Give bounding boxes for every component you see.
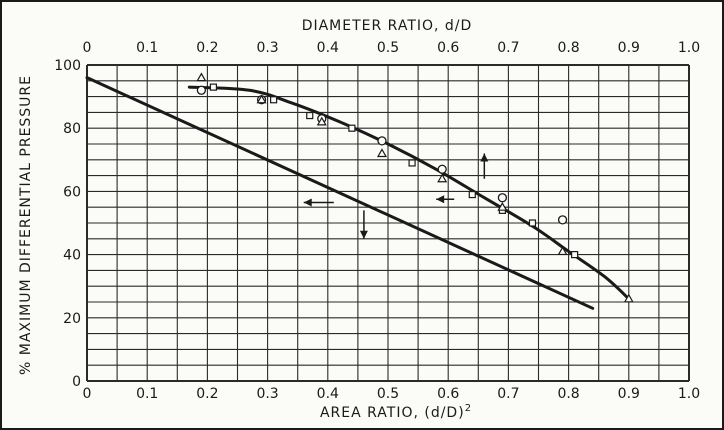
curves <box>85 76 631 310</box>
bottom-axis-title: AREA RATIO, (d/D)2 <box>320 403 472 421</box>
marker-square <box>571 251 579 259</box>
marker-triangle <box>623 293 634 303</box>
marker-circle <box>557 215 568 225</box>
bottom-tick-label: 0.2 <box>196 386 218 402</box>
top-axis-ticks: 0 0.1 0.2 0.3 0.4 0.5 0.6 0.7 0.8 0.9 1.0 <box>83 40 701 56</box>
grid <box>86 64 690 382</box>
top-tick-label: 0.9 <box>618 40 640 56</box>
bottom-tick-label: 0.3 <box>256 386 278 402</box>
y-axis-ticks: 0 20 40 60 80 100 <box>54 58 81 390</box>
markers <box>196 72 634 303</box>
bottom-tick-label: 0.1 <box>136 386 158 402</box>
top-axis-title: DIAMETER RATIO, d/D <box>302 18 473 34</box>
arrows <box>303 153 489 239</box>
top-tick-label: 0.5 <box>377 40 399 56</box>
top-tick-label: 1.0 <box>678 40 700 56</box>
curve-line <box>187 85 631 301</box>
marker-circle <box>196 85 207 95</box>
arrow-head <box>436 195 445 204</box>
marker-square <box>209 83 218 91</box>
y-tick-label: 80 <box>63 121 81 137</box>
bottom-tick-label: 0.8 <box>557 386 579 402</box>
curve-line <box>85 76 595 310</box>
marker-triangle <box>437 173 448 183</box>
y-tick-label: 40 <box>63 248 81 264</box>
marker-square <box>270 96 278 104</box>
marker-triangle <box>497 201 508 211</box>
bottom-tick-label: 0.6 <box>437 386 459 402</box>
bottom-tick-label: 0.7 <box>497 386 519 402</box>
bottom-tick-label: 1.0 <box>678 386 700 402</box>
top-tick-label: 0.2 <box>196 40 218 56</box>
top-tick-label: 0.3 <box>256 40 278 56</box>
marker-triangle <box>316 116 327 126</box>
bottom-tick-label: 0.4 <box>317 386 339 402</box>
marker-square <box>408 159 416 167</box>
arrow-head <box>303 198 312 207</box>
y-tick-label: 0 <box>72 374 81 390</box>
marker-triangle <box>376 148 388 158</box>
bottom-tick-label: 0.9 <box>618 386 640 402</box>
bottom-tick-label: 0 <box>83 386 92 402</box>
y-axis-title: % MAXIMUM DIFFERENTIAL PRESSURE <box>18 75 34 375</box>
marker-square <box>468 190 476 199</box>
arrow-head <box>359 230 368 239</box>
y-tick-label: 20 <box>63 311 81 327</box>
bottom-axis-ticks: 0 0.1 0.2 0.3 0.4 0.5 0.6 0.7 0.8 0.9 1.0 <box>83 386 701 402</box>
bottom-axis-title-base: AREA RATIO, (d/D) <box>320 405 465 421</box>
y-tick-label: 100 <box>54 58 81 74</box>
bottom-axis-title-exponent: 2 <box>465 403 472 414</box>
top-tick-label: 0.7 <box>497 40 519 56</box>
bottom-tick-label: 0.5 <box>377 386 399 402</box>
marker-square <box>306 111 314 120</box>
top-tick-label: 0.4 <box>317 40 339 56</box>
marker-square <box>348 124 356 132</box>
marker-triangle <box>557 246 568 256</box>
top-tick-label: 0.6 <box>437 40 459 56</box>
marker-circle <box>497 193 508 203</box>
y-tick-label: 60 <box>63 184 81 200</box>
top-tick-label: 0.8 <box>557 40 579 56</box>
marker-circle <box>437 164 447 174</box>
marker-triangle <box>196 72 207 82</box>
marker-square <box>528 219 537 227</box>
marker-triangle <box>256 94 267 104</box>
marker-circle <box>377 136 387 146</box>
top-tick-label: 0.1 <box>136 40 158 56</box>
arrow-head <box>480 153 489 162</box>
top-tick-label: 0 <box>83 40 92 56</box>
